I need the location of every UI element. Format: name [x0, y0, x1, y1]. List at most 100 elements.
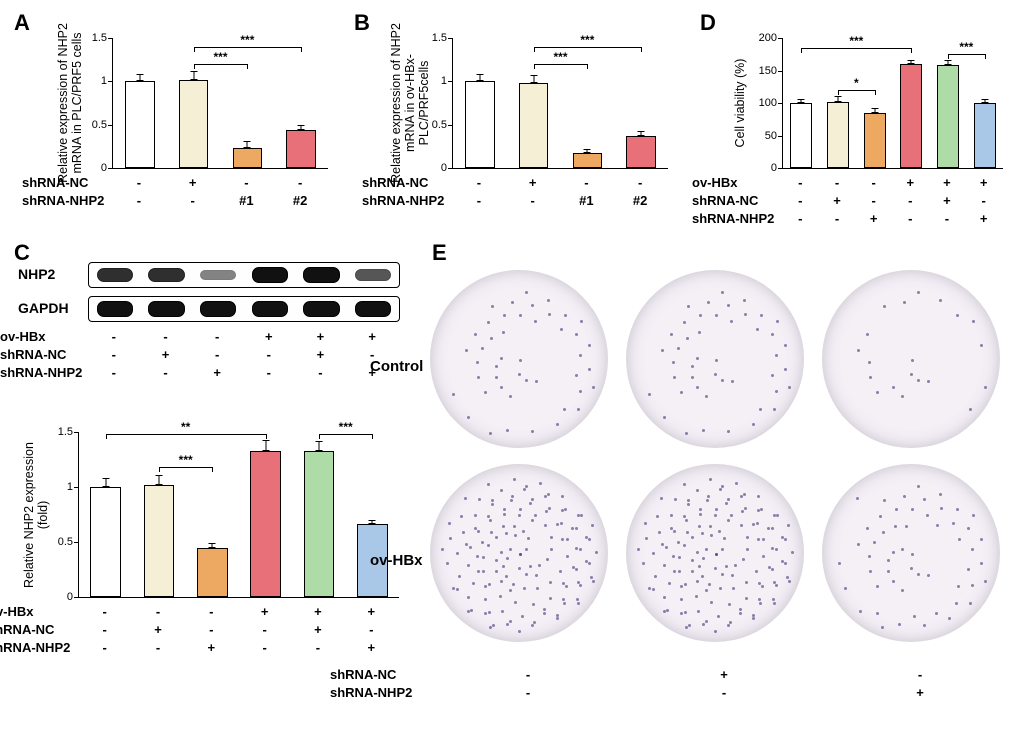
condition-cell: -	[452, 174, 506, 192]
condition-cell: -	[131, 603, 184, 621]
condition-cell: -	[220, 174, 274, 192]
row-label-ovhbx: ov-HBx	[370, 552, 423, 569]
condition-cell: +	[855, 210, 892, 228]
condition-cell: +	[166, 174, 220, 192]
condition-cell: #1	[220, 192, 274, 210]
yaxis-label: Relative NHP2 expression (fold)	[22, 417, 50, 612]
chart-a: Relative expression of NHP2 mRNA in PLC/…	[40, 20, 340, 230]
condition-cell: +	[965, 210, 1002, 228]
condition-cell: -	[88, 328, 140, 346]
ytick-label: 0	[67, 591, 73, 603]
condition-row-label: shRNA-NHP2	[362, 192, 452, 210]
condition-cell: -	[238, 639, 291, 657]
condition-cell: -	[782, 210, 819, 228]
panel-e: Control ov-HBx shRNA-NC-+-shRNA-NHP2--+	[430, 270, 1010, 720]
significance-bracket: ***	[783, 38, 1003, 168]
condition-cell: -	[560, 174, 614, 192]
condition-cell: -	[140, 328, 192, 346]
condition-cell: +	[345, 639, 398, 657]
condition-row-label: ov-HBx	[0, 328, 88, 346]
significance-stars: ***	[240, 33, 254, 47]
condition-cell: -	[965, 192, 1002, 210]
blot-band	[148, 268, 184, 282]
ytick-label: 0	[101, 162, 107, 174]
blot-conditions: ov-HBx---+++shRNA-NC-+--+-shRNA-NHP2--+-…	[0, 328, 380, 382]
panel-label-b: B	[354, 10, 370, 36]
condition-cell: -	[855, 174, 892, 192]
condition-cell: -	[626, 684, 822, 702]
condition-cell: -	[191, 346, 243, 364]
significance-bracket: ***	[453, 38, 668, 168]
condition-row-label: shRNA-NHP2	[0, 639, 78, 657]
blot-band	[97, 301, 133, 317]
condition-cell: +	[506, 174, 560, 192]
condition-row-label: shRNA-NHP2	[0, 364, 88, 382]
yaxis-label: Relative expression of NHP2 mRNA in ov-H…	[389, 23, 431, 183]
condition-cell: -	[819, 210, 856, 228]
blot-band	[200, 301, 236, 317]
panel-label-e: E	[432, 240, 447, 266]
condition-cell: -	[166, 192, 220, 210]
blot-band	[252, 267, 288, 283]
condition-table: shRNA-NC-+--shRNA-NHP2--#1#2	[22, 174, 327, 210]
condition-cell: -	[78, 621, 131, 639]
ytick-label: 0	[441, 162, 447, 174]
ytick-label: 1	[101, 75, 107, 87]
condition-cell: +	[140, 346, 192, 364]
condition-cell: -	[88, 346, 140, 364]
plot-area: 00.511.5******	[452, 38, 668, 169]
condition-cell: +	[819, 192, 856, 210]
condition-cell: -	[295, 364, 347, 382]
significance-stars: ***	[339, 420, 353, 434]
condition-cell: +	[238, 603, 291, 621]
panel-c: NHP2 GAPDH ov-HBx---+++shRNA-NC-+--+-shR…	[18, 262, 418, 722]
blot-band	[97, 268, 133, 282]
chart-d: Cell viability (%)050100150200*******ov-…	[720, 20, 1010, 240]
condition-cell: -	[506, 192, 560, 210]
condition-cell: +	[291, 621, 344, 639]
condition-cell: +	[131, 621, 184, 639]
condition-row-label: ov-HBx	[0, 603, 78, 621]
panel-label-d: D	[700, 10, 716, 36]
condition-cell: -	[185, 621, 238, 639]
ytick-label: 100	[759, 97, 777, 109]
condition-row-label: shRNA-NHP2	[692, 210, 782, 228]
condition-cell: +	[929, 174, 966, 192]
condition-cell: -	[345, 621, 398, 639]
significance-stars: ***	[959, 40, 973, 54]
ytick-label: 0.5	[92, 119, 107, 131]
condition-cell: -	[892, 210, 929, 228]
ytick-label: 150	[759, 65, 777, 77]
condition-cell: +	[346, 328, 398, 346]
condition-cell: +	[295, 328, 347, 346]
condition-cell: -	[782, 174, 819, 192]
condition-cell: -	[185, 603, 238, 621]
blot-label-gapdh: GAPDH	[18, 300, 69, 316]
blot-band	[355, 269, 391, 281]
ytick-label: 1.5	[92, 32, 107, 44]
condition-cell: +	[929, 192, 966, 210]
condition-row-label: shRNA-NC	[330, 666, 430, 684]
row-label-control: Control	[370, 358, 423, 375]
blot-band	[148, 301, 184, 317]
condition-row-label: shRNA-NC	[0, 346, 88, 364]
condition-cell: #2	[613, 192, 667, 210]
condition-table: ov-HBx---+++shRNA-NC-+--+-shRNA-NHP2--+-…	[0, 603, 398, 657]
chart-b: Relative expression of NHP2 mRNA in ov-H…	[380, 20, 680, 230]
ytick-label: 0.5	[58, 536, 73, 548]
blot-band	[303, 301, 339, 317]
condition-cell: +	[345, 603, 398, 621]
significance-bracket: ***	[79, 432, 399, 597]
condition-cell: -	[243, 364, 295, 382]
condition-cell: +	[295, 346, 347, 364]
plot-area: 050100150200*******	[782, 38, 1003, 169]
condition-cell: -	[238, 621, 291, 639]
colony-dish	[626, 270, 804, 448]
blot-label-nhp2: NHP2	[18, 266, 55, 282]
condition-cell: -	[929, 210, 966, 228]
plot-area: 00.511.5******	[112, 38, 328, 169]
colony-dish	[822, 270, 1000, 448]
condition-row-label: ov-HBx	[692, 174, 782, 192]
condition-cell: -	[78, 603, 131, 621]
condition-cell: -	[140, 364, 192, 382]
